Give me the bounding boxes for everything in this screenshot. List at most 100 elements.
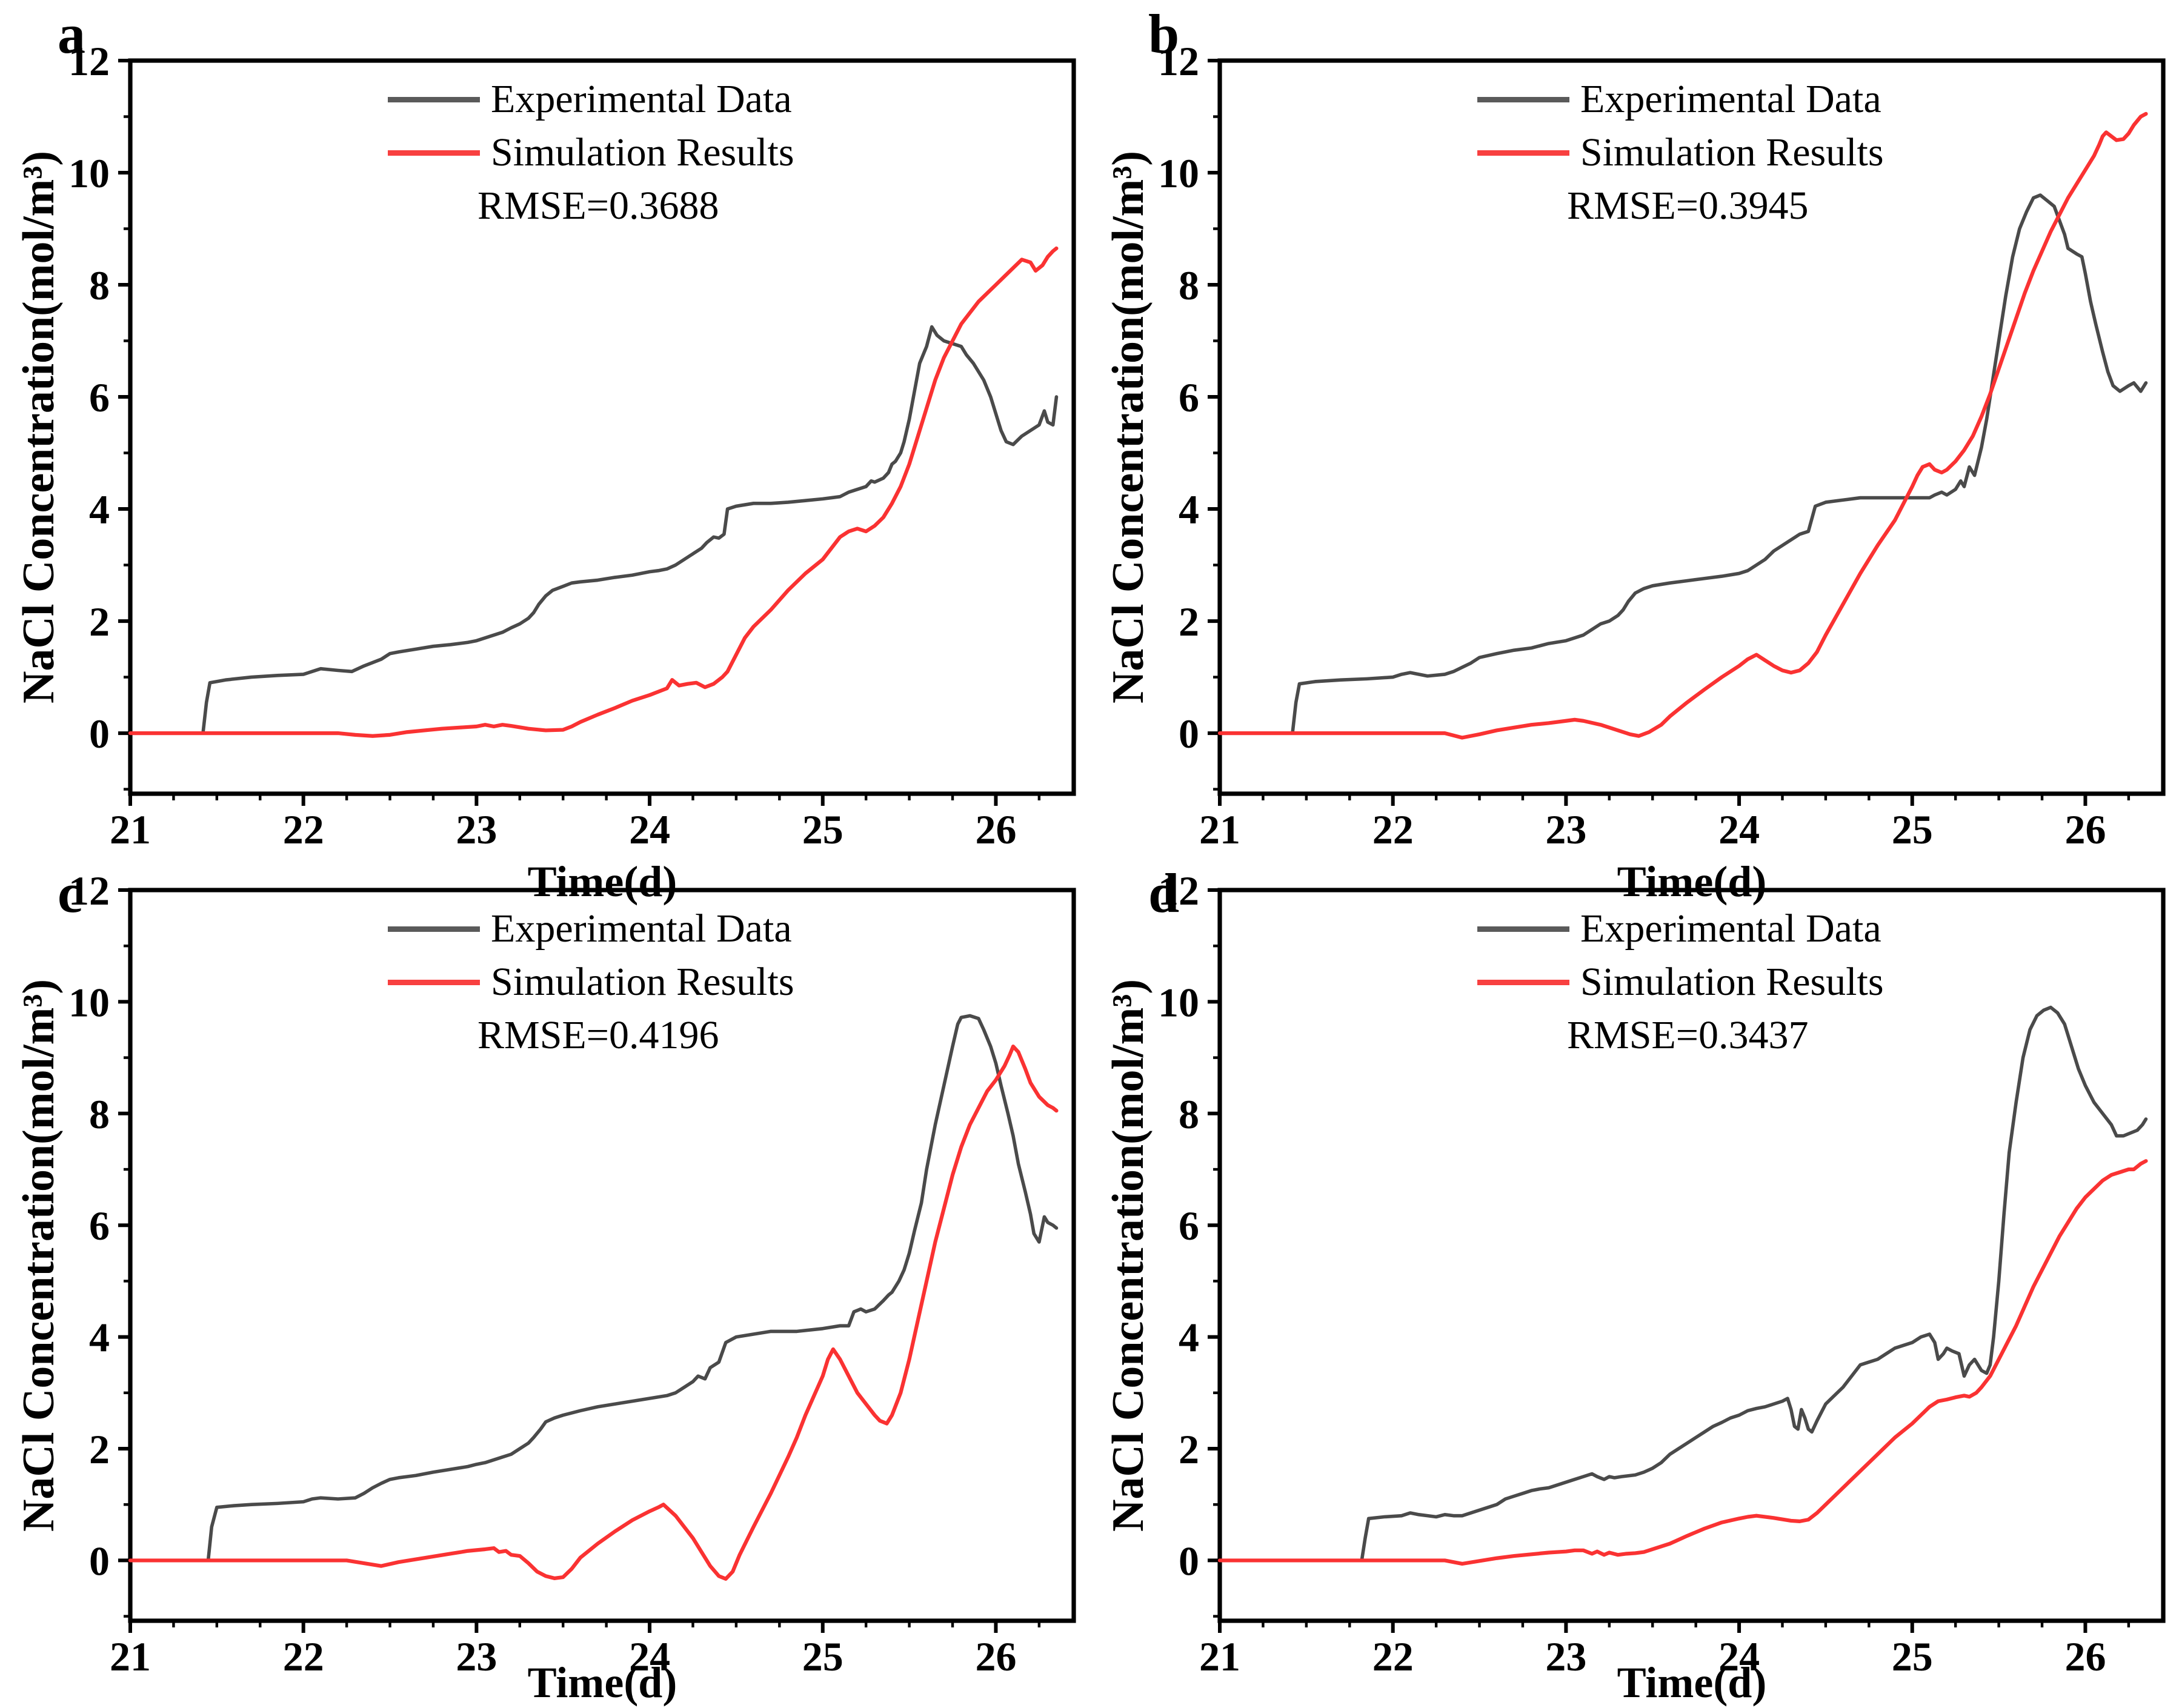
- y-axis-title: NaCl Concentration(mol/m³): [1103, 150, 1153, 704]
- experimental-data-line: [1218, 193, 2148, 735]
- y-tick-label: 12: [1158, 38, 1199, 84]
- experimental-line-swatch: [1477, 926, 1569, 932]
- legend: Experimental Data Simulation Results RMS…: [388, 73, 794, 233]
- x-tick-label: 22: [1372, 806, 1414, 852]
- legend-label: Simulation Results: [1580, 960, 1884, 1004]
- simulation-results-line: [1217, 1159, 2148, 1566]
- x-axis-title: Time(d): [1617, 857, 1767, 906]
- y-tick-label: 12: [68, 38, 110, 84]
- legend-label: Experimental Data: [491, 906, 792, 951]
- x-axis-title: Time(d): [527, 857, 677, 906]
- y-tick-label: 2: [89, 599, 110, 645]
- x-tick-label: 26: [2064, 806, 2106, 852]
- x-tick-label: 24: [629, 806, 670, 852]
- y-tick-label: 0: [89, 1538, 110, 1584]
- y-tick-label: 4: [1179, 1315, 1199, 1361]
- x-tick-label: 22: [1372, 1633, 1414, 1680]
- panel-letter-c: c: [58, 862, 82, 924]
- x-tick-label: 21: [110, 1633, 151, 1680]
- y-tick-label: 10: [1158, 150, 1199, 196]
- x-tick-label: 26: [975, 806, 1016, 852]
- y-tick-label: 4: [89, 487, 110, 533]
- y-tick-label: 12: [1158, 868, 1199, 914]
- x-tick-label: 24: [629, 1633, 670, 1680]
- panel-b: 21 22 23 24 25 26 0 2 4 6 8 10 12 Experimental Data …: [1090, 0, 2179, 852]
- y-tick-label: 8: [1179, 262, 1199, 308]
- rmse-annotation: RMSE=0.3688: [477, 184, 719, 228]
- y-tick-label: 2: [1179, 1426, 1199, 1472]
- y-tick-label: 10: [68, 150, 110, 196]
- legend-item-simulation: Simulation Results: [1477, 126, 1884, 179]
- legend: Experimental Data Simulation Results RMS…: [1477, 902, 1884, 1062]
- x-tick-label: 24: [1718, 1633, 1760, 1680]
- simulation-line-swatch: [1477, 979, 1569, 985]
- rmse-annotation: RMSE=0.3437: [1567, 1013, 1809, 1057]
- experimental-data-line: [128, 1014, 1059, 1563]
- simulation-line-swatch: [1477, 150, 1569, 156]
- y-tick-label: 2: [89, 1426, 110, 1472]
- experimental-line-swatch: [388, 926, 480, 932]
- y-tick-label: 12: [68, 868, 110, 914]
- x-tick-label: 22: [283, 1633, 324, 1680]
- plot-frame: [128, 888, 1076, 1623]
- experimental-line-swatch: [1477, 96, 1569, 102]
- legend-label: Experimental Data: [1580, 906, 1881, 951]
- y-tick-label: 0: [1179, 711, 1199, 757]
- simulation-results-line: [128, 246, 1059, 738]
- legend-label: Experimental Data: [491, 77, 792, 121]
- y-tick-label: 10: [68, 979, 110, 1025]
- y-tick-label: 0: [1179, 1538, 1199, 1584]
- y-tick-label: 6: [1179, 374, 1199, 420]
- simulation-results-line: [1217, 111, 2148, 740]
- x-tick-label: 23: [456, 1633, 497, 1680]
- y-tick-label: 0: [89, 711, 110, 757]
- experimental-data-line: [128, 325, 1059, 735]
- y-tick-label: 2: [1179, 599, 1199, 645]
- x-tick-label: 25: [1892, 1633, 1933, 1680]
- experimental-line-swatch: [388, 96, 480, 102]
- x-tick-label: 23: [456, 806, 497, 852]
- legend-label: Experimental Data: [1580, 77, 1881, 121]
- x-tick-label: 21: [1199, 1633, 1240, 1680]
- x-tick-label: 22: [283, 806, 324, 852]
- plot-frame: [1217, 888, 2166, 1623]
- legend: Experimental Data Simulation Results RMS…: [1477, 73, 1884, 233]
- y-tick-label: 4: [89, 1315, 110, 1361]
- panel-letter-a: a: [58, 3, 85, 65]
- x-tick-label: 26: [2064, 1633, 2106, 1680]
- y-tick-label: 4: [1179, 487, 1199, 533]
- panel-d: 21 22 23 24 25 26 0 2 4 6 8 10 12 Experimental Data …: [1090, 851, 2179, 1703]
- legend-label: Simulation Results: [491, 130, 794, 174]
- x-axis-title: Time(d): [527, 1658, 677, 1707]
- x-tick-label: 23: [1545, 806, 1586, 852]
- x-tick-label: 24: [1718, 806, 1760, 852]
- legend-item-simulation: Simulation Results: [1477, 955, 1884, 1009]
- panel-letter-b: b: [1148, 3, 1180, 65]
- x-tick-label: 25: [1892, 806, 1933, 852]
- rmse-annotation: RMSE=0.4196: [477, 1013, 719, 1057]
- y-axis-title: NaCl Concentration(mol/m³): [14, 150, 64, 704]
- x-axis-title: Time(d): [1617, 1658, 1767, 1707]
- experimental-data-line: [1218, 1005, 2148, 1563]
- legend-item-simulation: Simulation Results: [388, 955, 794, 1009]
- legend-item-experimental: Experimental Data: [388, 73, 794, 126]
- simulation-line-swatch: [388, 150, 480, 156]
- legend-label: Simulation Results: [491, 960, 794, 1004]
- plot-frame: [128, 58, 1076, 796]
- plot-frame: [1217, 58, 2166, 796]
- legend-label: Simulation Results: [1580, 130, 1884, 174]
- y-tick-label: 8: [1179, 1091, 1199, 1137]
- x-tick-label: 25: [802, 806, 843, 852]
- legend-item-simulation: Simulation Results: [388, 126, 794, 179]
- x-tick-label: 21: [1199, 806, 1240, 852]
- y-tick-label: 6: [89, 374, 110, 420]
- panel-a: 21 22 23 24 25 26 0 2 4 6 8 10 12 Experimental Data …: [0, 0, 1090, 852]
- simulation-results-line: [128, 1045, 1059, 1581]
- y-tick-label: 6: [89, 1203, 110, 1249]
- x-tick-label: 26: [975, 1633, 1016, 1680]
- x-tick-label: 25: [802, 1633, 843, 1680]
- rmse-annotation: RMSE=0.3945: [1567, 184, 1809, 228]
